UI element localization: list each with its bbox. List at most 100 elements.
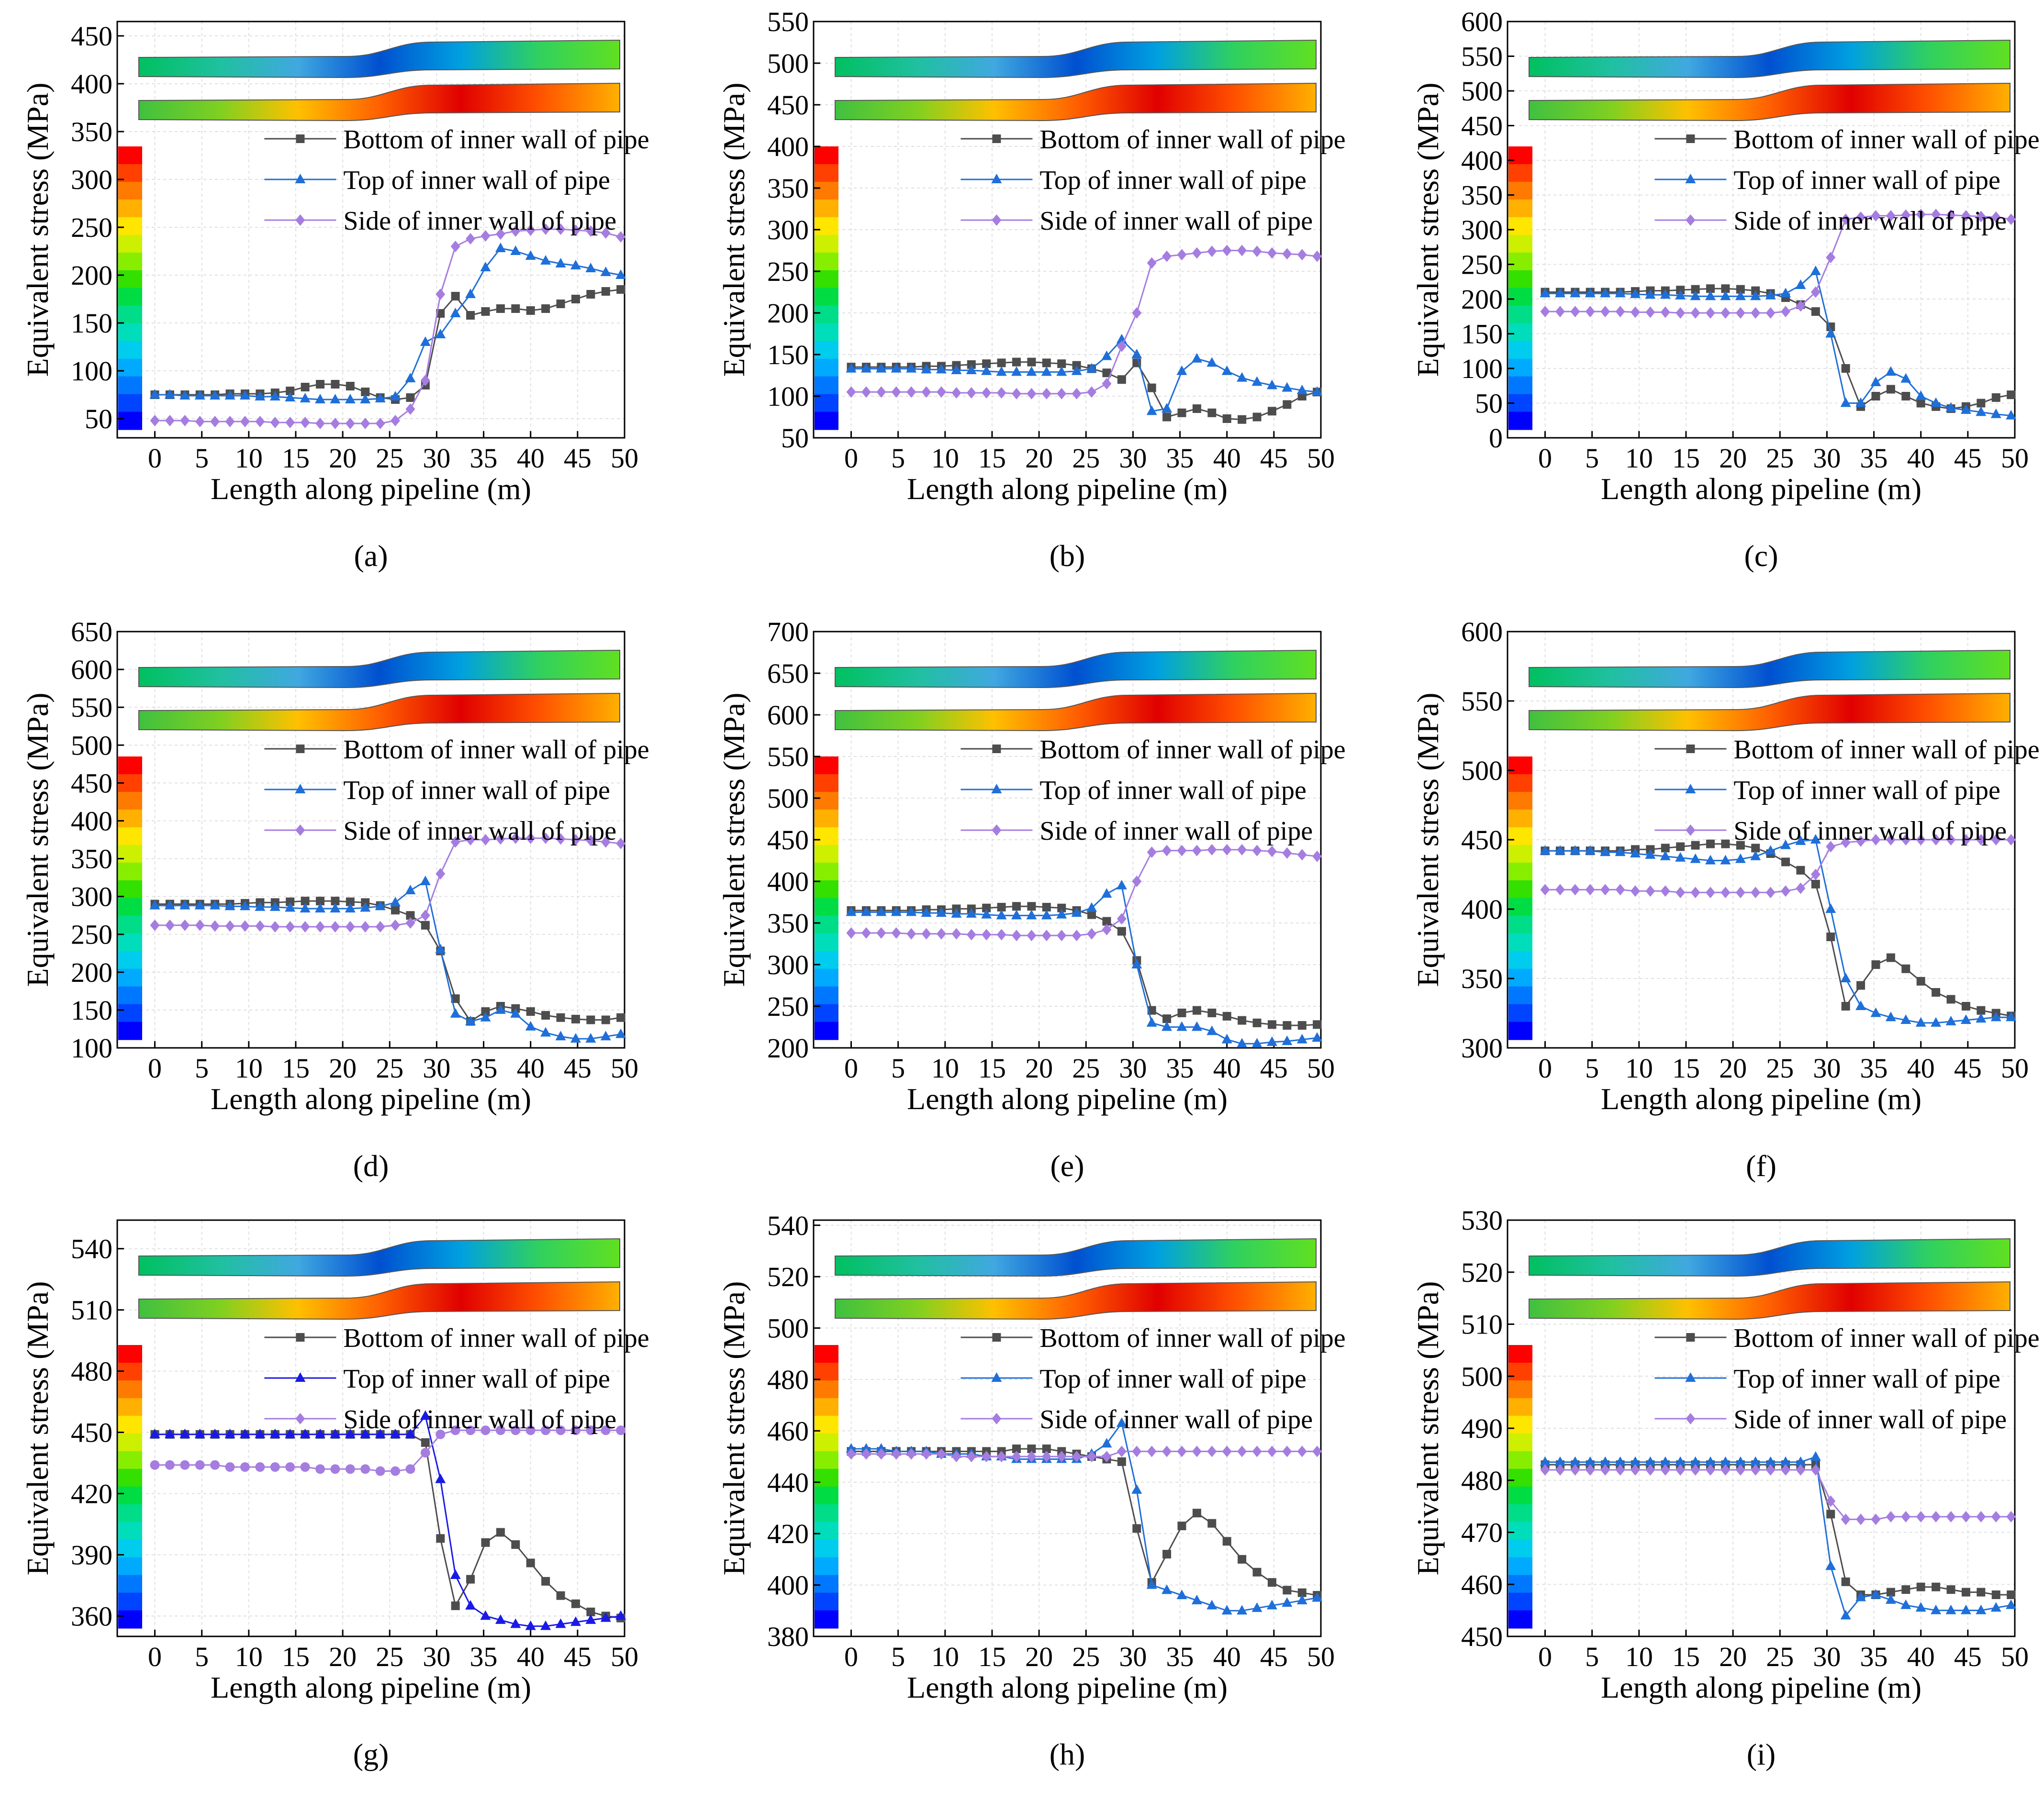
series-line bbox=[851, 905, 1318, 1026]
data-point bbox=[1071, 907, 1082, 917]
data-point bbox=[1976, 1604, 1987, 1614]
data-point bbox=[1162, 1014, 1172, 1023]
data-point bbox=[1012, 357, 1021, 367]
data-point bbox=[345, 902, 356, 912]
data-point bbox=[1237, 1038, 1248, 1048]
x-tick-label: 20 bbox=[1719, 443, 1747, 474]
colorbar-segment bbox=[1508, 933, 1532, 952]
data-point bbox=[555, 1031, 566, 1041]
data-point bbox=[1237, 372, 1248, 382]
y-tick-label: 450 bbox=[71, 21, 112, 52]
data-point bbox=[240, 1462, 250, 1472]
data-point bbox=[1885, 366, 1896, 376]
x-tick-label: 10 bbox=[931, 1641, 959, 1672]
data-point bbox=[525, 1021, 536, 1031]
data-point bbox=[1056, 909, 1067, 919]
x-tick-label: 30 bbox=[423, 443, 450, 474]
series-line bbox=[155, 1414, 621, 1627]
x-tick-label: 15 bbox=[1672, 1641, 1700, 1672]
data-point bbox=[586, 1425, 596, 1435]
colorbar-segment bbox=[1508, 411, 1532, 430]
x-tick-label: 40 bbox=[1213, 1053, 1241, 1084]
colorbar-segment bbox=[118, 199, 142, 218]
x-tick-label: 15 bbox=[978, 1641, 1006, 1672]
data-point bbox=[600, 267, 611, 276]
data-point bbox=[906, 1448, 916, 1460]
data-point bbox=[480, 834, 491, 845]
data-point bbox=[861, 386, 871, 398]
colorbar-segment bbox=[815, 827, 838, 845]
data-point bbox=[1540, 306, 1550, 318]
x-tick-label: 50 bbox=[1307, 443, 1335, 474]
y-tick-label: 100 bbox=[1461, 353, 1503, 384]
data-point bbox=[1117, 340, 1127, 352]
data-point bbox=[300, 902, 311, 912]
y-tick-label: 540 bbox=[71, 1234, 112, 1265]
data-point bbox=[876, 927, 886, 939]
colorbar-segment bbox=[1508, 1415, 1532, 1434]
data-point bbox=[270, 921, 280, 933]
legend-marker bbox=[1685, 174, 1696, 183]
data-point bbox=[420, 1410, 431, 1420]
data-point bbox=[1932, 988, 1941, 997]
colorbar-segment bbox=[815, 1522, 838, 1540]
series-1 bbox=[1541, 839, 2016, 1021]
colorbar bbox=[815, 756, 838, 1040]
data-point bbox=[300, 1462, 310, 1472]
data-point bbox=[1886, 385, 1895, 394]
series-2 bbox=[1540, 834, 2017, 1027]
legend-marker bbox=[992, 1333, 1001, 1342]
data-point bbox=[1796, 1464, 1806, 1476]
data-point bbox=[420, 910, 430, 922]
data-point bbox=[951, 908, 962, 918]
x-tick-label: 35 bbox=[470, 1053, 498, 1084]
legend: Bottom of inner wall of pipe Top of inner… bbox=[961, 125, 1346, 236]
data-point bbox=[195, 1460, 205, 1470]
data-point bbox=[1585, 306, 1595, 318]
data-point bbox=[1102, 917, 1111, 926]
data-point bbox=[1116, 1417, 1127, 1427]
data-point bbox=[1102, 368, 1111, 378]
data-point bbox=[1735, 1464, 1745, 1476]
data-point bbox=[495, 228, 505, 240]
x-tick-label: 45 bbox=[1260, 1053, 1288, 1084]
data-point bbox=[210, 1428, 221, 1438]
data-point bbox=[1961, 834, 1971, 845]
data-point bbox=[2006, 834, 2016, 845]
y-tick-label: 600 bbox=[1461, 6, 1503, 37]
y-tick-label: 530 bbox=[1461, 1205, 1503, 1236]
data-point bbox=[1540, 1464, 1550, 1476]
x-axis-label: Length along pipeline (m) bbox=[1601, 1082, 1921, 1116]
data-point bbox=[1101, 888, 1112, 898]
data-point bbox=[1222, 414, 1231, 423]
plot-frame bbox=[813, 1219, 1322, 1637]
data-point bbox=[525, 1620, 536, 1630]
y-axis-label: Equivalent stress (MPa) bbox=[21, 693, 55, 987]
data-point bbox=[1811, 307, 1820, 316]
legend-label: Side of inner wall of pipe bbox=[343, 816, 616, 846]
data-point bbox=[1855, 1591, 1866, 1601]
series-3 bbox=[150, 832, 626, 933]
data-point bbox=[1312, 1032, 1323, 1042]
data-point bbox=[1011, 910, 1022, 920]
data-point bbox=[1841, 364, 1850, 373]
data-point bbox=[1630, 1464, 1640, 1476]
y-tick-label: 300 bbox=[71, 164, 112, 195]
data-point bbox=[1207, 245, 1217, 257]
data-point bbox=[1162, 845, 1172, 856]
data-point bbox=[1977, 1588, 1986, 1597]
data-point bbox=[1825, 328, 1836, 338]
y-tick-label: 300 bbox=[71, 881, 112, 912]
data-point bbox=[1282, 847, 1292, 859]
data-point bbox=[316, 897, 324, 906]
data-point bbox=[555, 258, 566, 267]
data-point bbox=[1826, 841, 1836, 853]
data-point bbox=[1237, 1445, 1247, 1457]
x-tick-label: 25 bbox=[1072, 443, 1100, 474]
data-point bbox=[436, 868, 446, 880]
colorbar-segment bbox=[1508, 146, 1532, 165]
colorbar-segment bbox=[815, 1486, 838, 1505]
data-point bbox=[1206, 1600, 1217, 1610]
data-point bbox=[1645, 1464, 1655, 1476]
colorbar-segment bbox=[118, 146, 142, 165]
